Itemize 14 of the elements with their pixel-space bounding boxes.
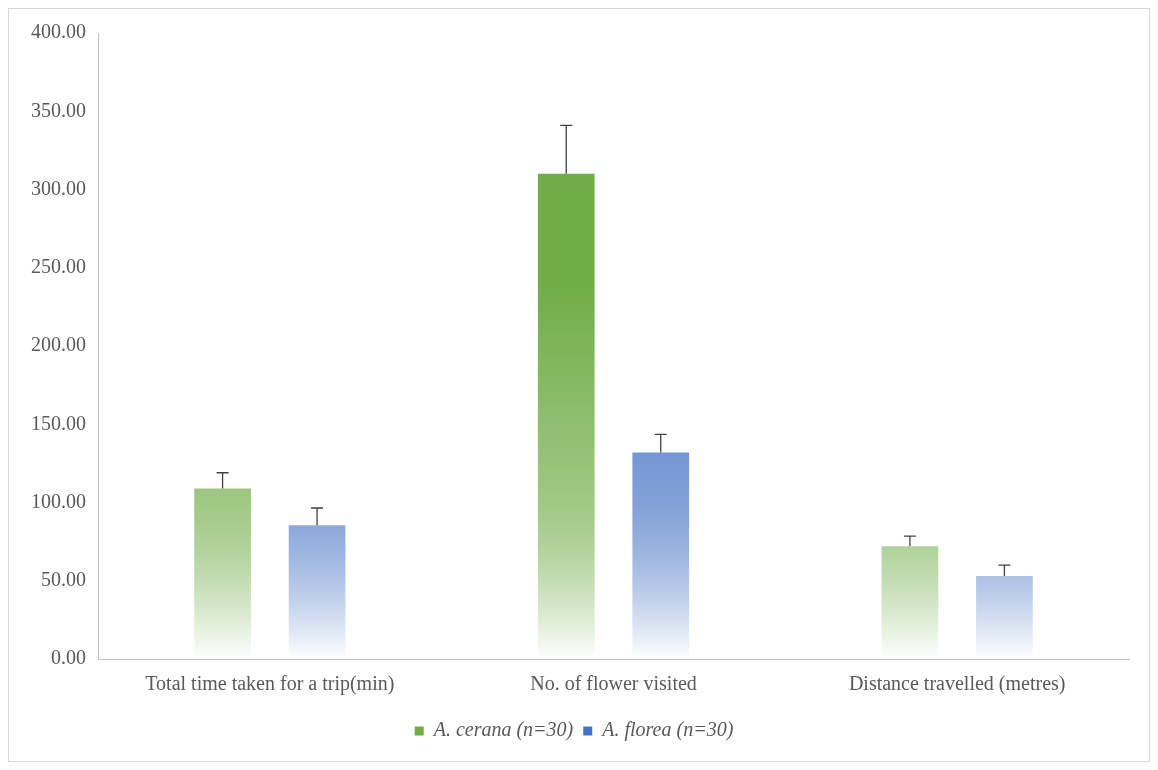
- y-tick-label: 200.00: [31, 333, 86, 356]
- y-tick-label: 250.00: [31, 255, 86, 277]
- y-tick-label: 350.00: [31, 98, 86, 121]
- legend-label: A. florea (n=30): [600, 718, 734, 742]
- y-tick-label: 300.00: [31, 176, 86, 199]
- legend-label: A. cerana (n=30): [431, 718, 574, 742]
- x-tick-label: No. of flower visited: [530, 672, 697, 695]
- x-tick-label: Distance travelled (metres): [848, 672, 1066, 696]
- y-tick-label: 400.00: [31, 20, 86, 43]
- x-tick-label: Total time taken for a trip(min): [145, 672, 395, 696]
- y-tick-label: 150.00: [31, 411, 86, 434]
- y-tick-label: 100.00: [31, 489, 86, 512]
- y-tick-label: 0.00: [51, 646, 86, 669]
- y-tick-label: 50.00: [41, 568, 86, 590]
